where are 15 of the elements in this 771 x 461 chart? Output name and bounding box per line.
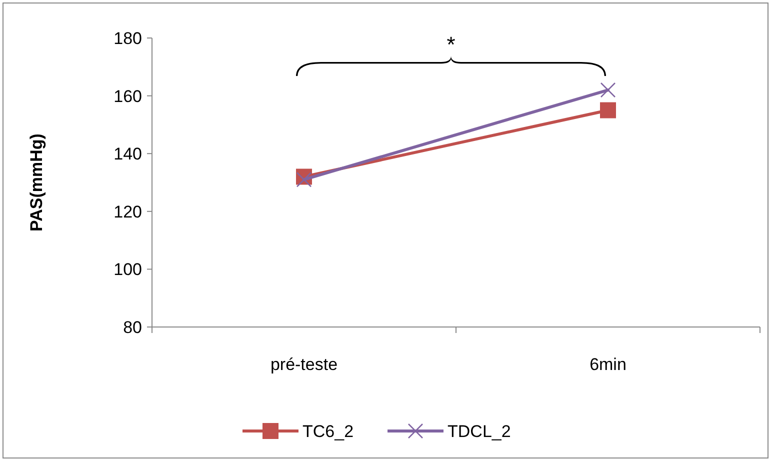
point: [600, 102, 616, 118]
y-axis-title: PAS(mmHg): [27, 134, 46, 232]
legend-label: TDCL_2: [448, 422, 511, 441]
y-tick-label: 140: [114, 144, 142, 164]
legend-label: TC6_2: [302, 422, 354, 441]
y-tick-label: 120: [114, 202, 142, 222]
point: [296, 172, 312, 188]
x-tick-label: pré-teste: [270, 355, 338, 374]
y-tick-label: 180: [114, 28, 142, 48]
x-tick-label: 6min: [590, 355, 626, 374]
y-tick-label: 80: [123, 318, 142, 337]
y-tick-label: 160: [114, 86, 142, 106]
point: [600, 82, 616, 98]
annotation: *: [446, 32, 456, 57]
y-tick-label: 100: [114, 260, 142, 280]
